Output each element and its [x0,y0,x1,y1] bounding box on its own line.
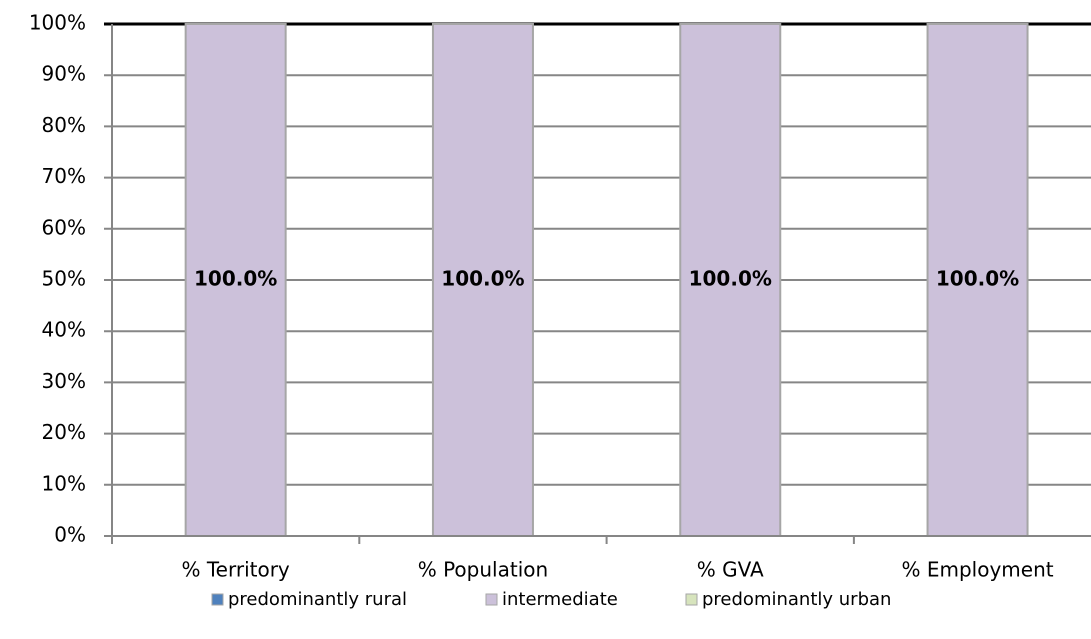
x-tick-label: % Employment [901,558,1053,582]
y-tick-label: 100% [29,11,86,35]
y-tick-label: 20% [42,420,86,444]
bar-segment [184,23,287,537]
x-tick-label: % Population [418,558,548,582]
y-tick-label: 60% [42,215,86,239]
data-label: 100.0% [194,267,277,291]
x-tick-label: % GVA [697,558,764,582]
y-tick-label: 70% [42,164,86,188]
legend-swatch [211,593,224,606]
y-tick-label: 40% [42,318,86,342]
data-label: 100.0% [936,267,1019,291]
legend-label: intermediate [502,589,618,610]
data-label: 100.0% [689,267,772,291]
bar-segment [679,23,782,537]
bar-segment [431,23,534,537]
y-tick-label: 10% [42,471,86,495]
y-tick-label: 30% [42,369,86,393]
y-tick-label: 0% [54,523,86,547]
legend-swatch [685,593,698,606]
y-tick-label: 50% [42,267,86,291]
legend-label: predominantly urban [702,589,891,610]
bar-segment [926,23,1029,537]
legend-swatch [485,593,498,606]
data-label: 100.0% [441,267,524,291]
legend-label: predominantly rural [228,589,407,610]
y-tick-label: 90% [42,62,86,86]
x-tick-label: % Territory [182,558,290,582]
y-tick-label: 80% [42,113,86,137]
